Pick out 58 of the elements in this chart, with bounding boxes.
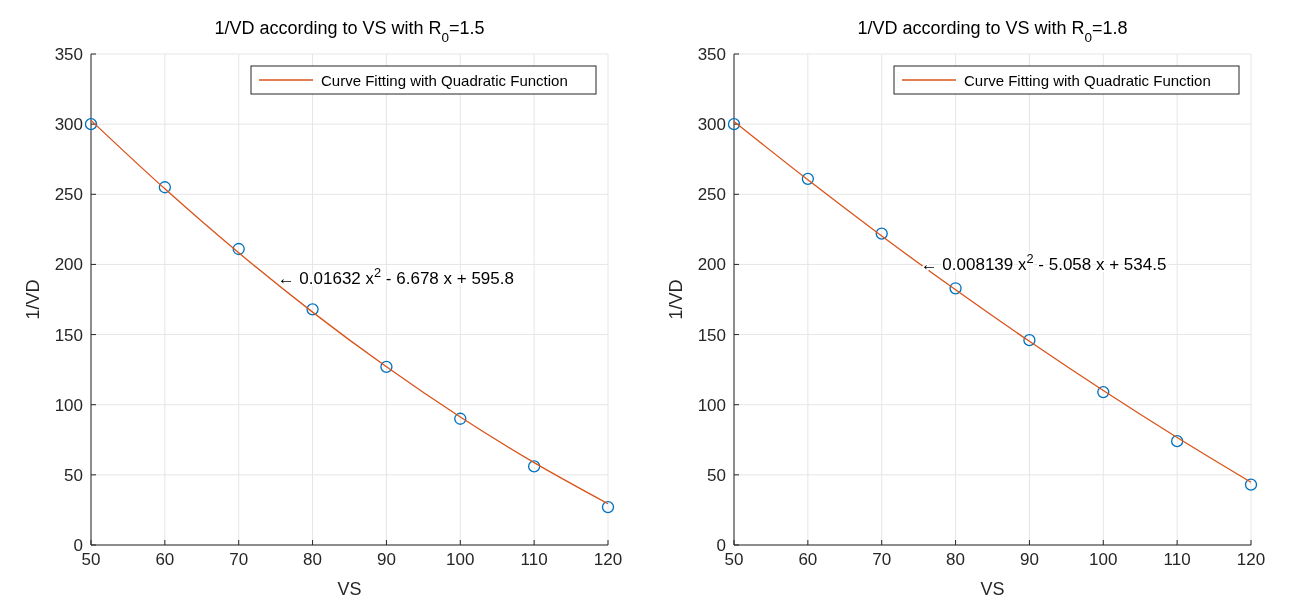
point bbox=[158, 181, 172, 194]
point bbox=[306, 303, 319, 316]
point bbox=[454, 412, 467, 425]
y-tick-label: 200 bbox=[697, 255, 726, 275]
x-tick-label: 60 bbox=[155, 550, 175, 569]
y-tick-label: 150 bbox=[697, 325, 726, 345]
x-tick-label: 50 bbox=[724, 550, 744, 569]
annotation: ← 0.01632 x$^{2}$ - 6.678 x + 595.8 bbox=[277, 264, 514, 289]
y-tick-label: 0 bbox=[716, 536, 726, 555]
point bbox=[601, 500, 615, 514]
annotation: ← 0.008139 x$^{2}$ - 5.058 x + 534.5 bbox=[920, 250, 1167, 275]
y-axis-title: 1/VD bbox=[666, 279, 686, 320]
point bbox=[380, 360, 393, 373]
x-tick-label: 120 bbox=[593, 550, 623, 569]
y-tick-label: 100 bbox=[54, 395, 83, 415]
point bbox=[875, 227, 888, 240]
point bbox=[527, 460, 541, 473]
x-tick-label: 50 bbox=[81, 550, 101, 569]
y-tick-label: 250 bbox=[54, 185, 83, 205]
point bbox=[1170, 435, 1184, 448]
x-axis-title: VS bbox=[337, 579, 362, 599]
legend-label: Curve Fitting with Quadratic Function bbox=[964, 72, 1211, 89]
chart-title: 1/VD according to VS with R$_{0}$=1.8 bbox=[857, 18, 1128, 45]
point bbox=[1023, 334, 1036, 347]
x-tick-label: 90 bbox=[1019, 550, 1039, 569]
point bbox=[1244, 478, 1258, 491]
y-tick-label: 50 bbox=[64, 465, 83, 485]
x-axis-title: VS bbox=[980, 579, 1005, 599]
y-tick-label: 0 bbox=[73, 536, 83, 555]
y-tick-label: 150 bbox=[54, 325, 83, 345]
chart-title: 1/VD according to VS with R$_{0}$=1.5 bbox=[214, 18, 485, 45]
point bbox=[84, 117, 98, 131]
x-tick-label: 120 bbox=[1236, 550, 1266, 569]
y-tick-label: 350 bbox=[54, 45, 83, 64]
y-tick-label: 300 bbox=[697, 115, 726, 135]
legend-label: Curve Fitting with Quadratic Function bbox=[321, 72, 568, 89]
y-tick-label: 100 bbox=[697, 395, 726, 415]
point bbox=[727, 117, 741, 131]
point bbox=[232, 242, 245, 256]
x-tick-label: 80 bbox=[303, 550, 323, 569]
y-tick-label: 50 bbox=[707, 465, 726, 485]
point bbox=[1097, 385, 1110, 399]
point bbox=[949, 282, 962, 295]
x-tick-label: 70 bbox=[229, 550, 249, 569]
y-tick-label: 200 bbox=[54, 255, 83, 275]
x-tick-label: 90 bbox=[376, 550, 396, 569]
y-tick-label: 300 bbox=[54, 115, 83, 135]
x-tick-label: 110 bbox=[520, 550, 548, 569]
x-tick-label: 80 bbox=[946, 550, 966, 569]
point bbox=[801, 172, 815, 185]
y-tick-label: 350 bbox=[697, 45, 726, 64]
x-tick-label: 70 bbox=[872, 550, 892, 569]
y-tick-label: 250 bbox=[697, 185, 726, 205]
x-tick-label: 110 bbox=[1163, 550, 1191, 569]
x-tick-label: 100 bbox=[1089, 550, 1118, 569]
x-tick-label: 60 bbox=[798, 550, 818, 569]
x-tick-label: 100 bbox=[446, 550, 475, 569]
y-axis-title: 1/VD bbox=[23, 279, 43, 320]
